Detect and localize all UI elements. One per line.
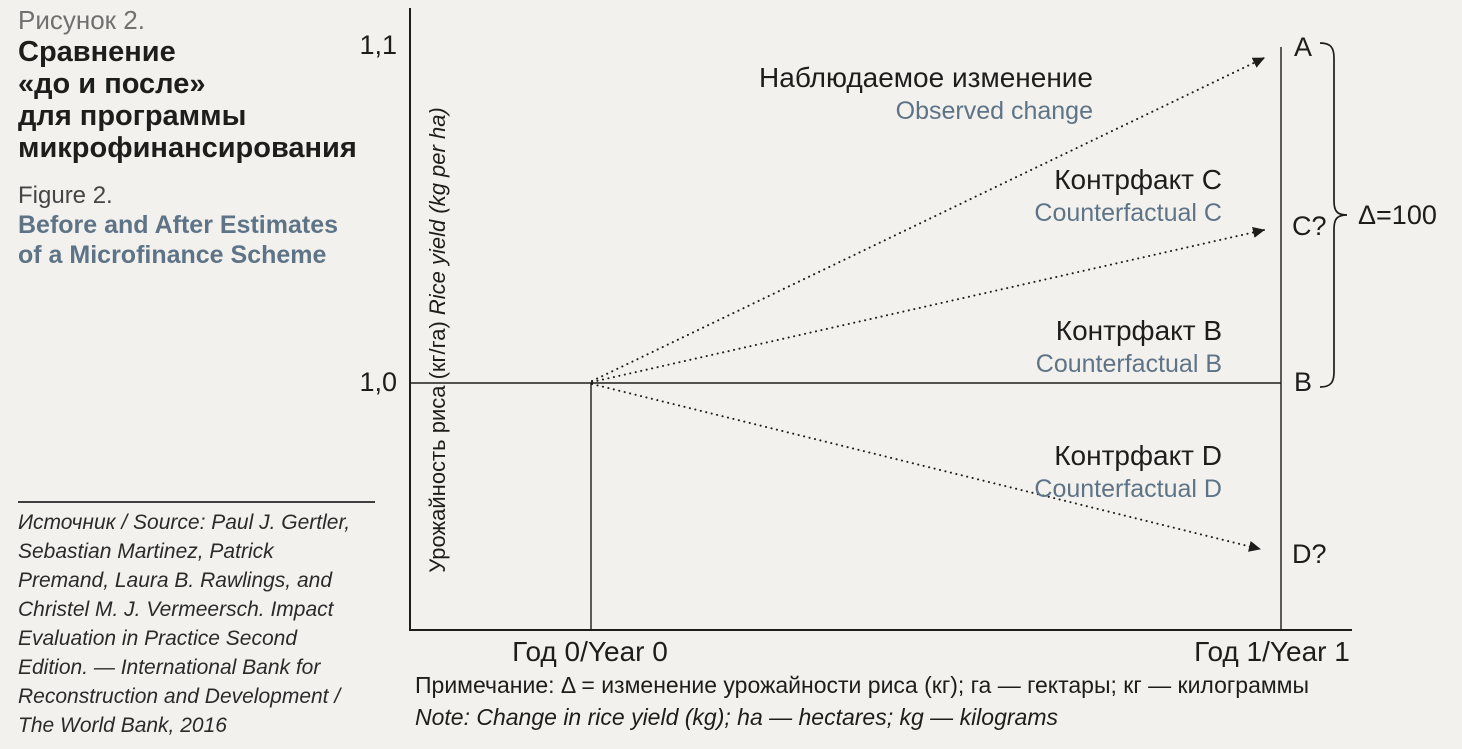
point-label-a: A [1294,32,1313,62]
source-text: Источник / Source: Paul J. Gertler, Seba… [18,511,351,737]
annotation-counterfactual-c-en: Counterfactual C [1034,199,1222,227]
annotation-observed-ru: Наблюдаемое изменение [759,62,1093,93]
point-label-b: B [1294,367,1313,397]
annotation-observed: Наблюдаемое изменение Observed change [673,60,1093,127]
delta-label: Δ=100 [1358,200,1437,230]
figure-label-en: Figure 2. [18,182,113,209]
ytick-1-0: 1,0 [359,367,397,397]
delta-brace [1319,42,1348,388]
annotation-counterfactual-d-en: Counterfactual D [1034,475,1222,503]
annotation-counterfactual-b-en: Counterfactual B [1035,350,1222,378]
annotation-observed-en: Observed change [895,97,1093,125]
xtick-year0: Год 0/Year 0 [512,636,668,667]
note-ru: Примечание: Δ = изменение урожайности ри… [415,672,1310,698]
y-axis-label: Урожайность риса (кг/га) Rice yield (kg … [425,80,455,600]
annotation-counterfactual-d: Контрфакт D Counterfactual D [802,438,1222,505]
annotation-counterfactual-c-ru: Контрфакт C [1054,164,1222,195]
figure-title-ru: Сравнение «до и после» для программы мик… [18,36,357,164]
figure-label-ru: Рисунок 2. [18,5,145,35]
arrow-observed-to-A [591,57,1265,382]
xtick-year1: Год 1/Year 1 [1194,636,1350,667]
ytick-1-1: 1,1 [359,30,397,60]
point-label-c: C? [1292,211,1327,241]
figure-title-en: Before and After Estimates of a Microfin… [18,211,338,269]
y-axis-label-ru: Урожайность риса (кг/га) [425,315,450,573]
note-en: Note: Change in rice yield (kg); ha — he… [415,704,1058,730]
y-axis-label-en: Rice yield (kg per ha) [425,107,450,316]
annotation-counterfactual-b-ru: Контрфакт B [1055,315,1222,346]
source-divider [18,501,375,503]
annotation-counterfactual-b: Контрфакт B Counterfactual B [802,313,1222,380]
annotation-counterfactual-c: Контрфакт C Counterfactual C [802,162,1222,229]
point-label-d: D? [1292,539,1327,569]
annotation-counterfactual-d-ru: Контрфакт D [1054,440,1222,471]
